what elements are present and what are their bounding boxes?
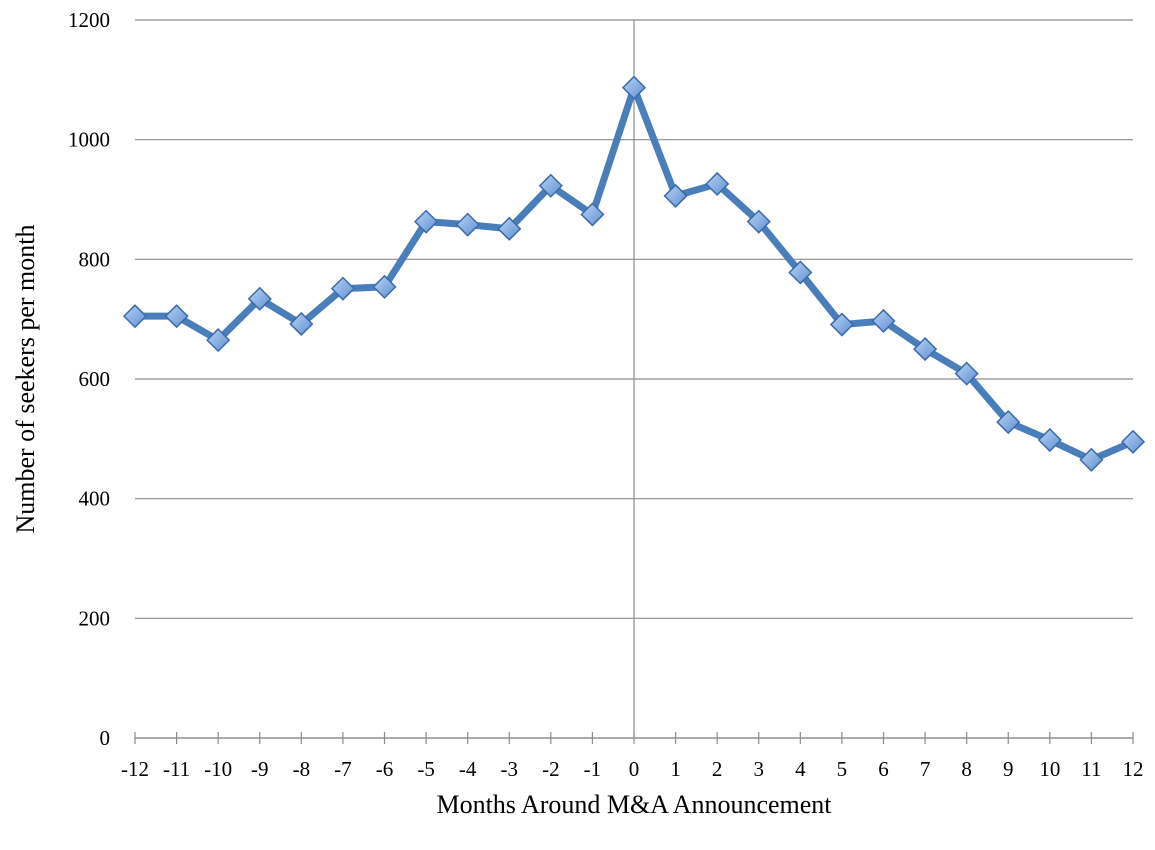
data-point xyxy=(538,173,563,198)
data-point xyxy=(1079,447,1104,472)
data-point xyxy=(1120,429,1146,454)
x-tick-label: -12 xyxy=(121,757,149,781)
y-tick-label: 200 xyxy=(79,606,111,630)
data-point xyxy=(497,216,522,241)
x-tick-label: 8 xyxy=(961,757,972,781)
x-tick-label: -4 xyxy=(459,757,477,781)
data-point xyxy=(414,209,439,234)
x-tick-label: -2 xyxy=(542,757,560,781)
x-tick-label: -6 xyxy=(376,757,394,781)
x-tick-label: 5 xyxy=(837,757,848,781)
x-tick-label: -5 xyxy=(417,757,435,781)
x-tick-label: -7 xyxy=(334,757,352,781)
data-point xyxy=(746,209,771,234)
data-point xyxy=(455,212,480,237)
data-point xyxy=(206,328,231,353)
y-tick-label: 0 xyxy=(100,726,111,750)
data-point xyxy=(871,308,896,334)
x-tick-label: 7 xyxy=(920,757,931,781)
y-tick-label: 800 xyxy=(79,247,111,271)
y-tick-label: 1200 xyxy=(68,8,110,32)
x-tick-label: 12 xyxy=(1123,757,1144,781)
data-point xyxy=(247,286,272,311)
data-point xyxy=(122,304,148,329)
x-tick-label: 3 xyxy=(754,757,765,781)
data-point xyxy=(580,202,605,227)
x-tick-label: 0 xyxy=(629,757,640,781)
data-point xyxy=(996,410,1021,435)
x-tick-label: 11 xyxy=(1081,757,1101,781)
x-tick-label: 4 xyxy=(795,757,806,781)
y-tick-label: 1000 xyxy=(68,128,110,152)
x-tick-label: 1 xyxy=(670,757,681,781)
x-tick-label: 10 xyxy=(1039,757,1060,781)
data-point xyxy=(164,304,189,329)
data-point xyxy=(663,183,688,208)
data-point xyxy=(705,171,730,197)
data-point xyxy=(330,276,355,301)
x-tick-label: 9 xyxy=(1003,757,1014,781)
data-point xyxy=(954,361,979,386)
x-tick-label: -10 xyxy=(204,757,232,781)
x-tick-label: -8 xyxy=(293,757,311,781)
x-tick-label: -9 xyxy=(251,757,269,781)
data-point xyxy=(372,274,397,299)
y-axis-title: Number of seekers per month xyxy=(11,224,40,533)
data-point xyxy=(289,311,314,337)
x-tick-label: -1 xyxy=(584,757,602,781)
y-tick-label: 400 xyxy=(79,487,111,511)
x-tick-label: -3 xyxy=(501,757,519,781)
data-point xyxy=(1037,427,1062,453)
data-point xyxy=(913,337,938,362)
data-point xyxy=(621,75,647,100)
data-point xyxy=(788,260,813,285)
y-tick-label: 600 xyxy=(79,367,111,391)
x-tick-label: 2 xyxy=(712,757,723,781)
x-tick-label: -11 xyxy=(163,757,190,781)
data-point xyxy=(829,312,854,337)
x-tick-label: 6 xyxy=(878,757,889,781)
x-axis-title: Months Around M&A Announcement xyxy=(436,790,832,819)
